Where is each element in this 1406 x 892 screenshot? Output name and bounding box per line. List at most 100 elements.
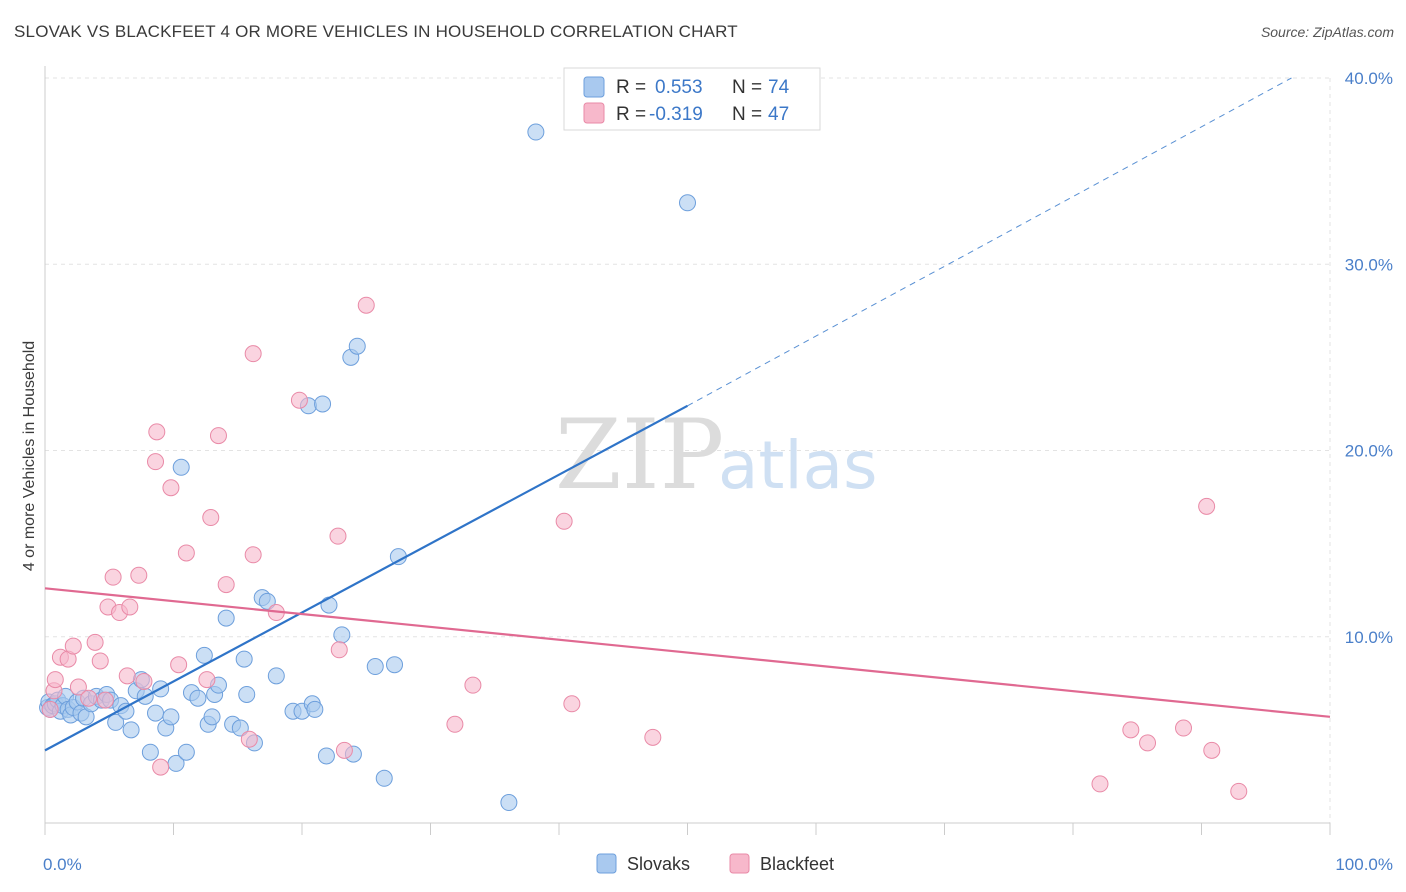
point-slovaks xyxy=(117,702,135,720)
point-slovaks xyxy=(177,743,195,761)
point-slovaks xyxy=(333,626,351,644)
point-blackfeet xyxy=(1198,497,1216,515)
legend-r-label-slovaks: R = xyxy=(616,77,646,98)
point-slovaks xyxy=(189,689,207,707)
point-slovaks xyxy=(527,123,545,141)
point-blackfeet xyxy=(244,546,262,564)
point-blackfeet xyxy=(1175,719,1193,737)
trend-lines xyxy=(44,77,1331,752)
x-tick-label: 0.0% xyxy=(43,855,82,874)
point-slovaks xyxy=(306,700,324,718)
y-tick-label: 20.0% xyxy=(1345,442,1393,461)
point-blackfeet xyxy=(1091,775,1109,793)
point-slovaks xyxy=(122,721,140,739)
point-blackfeet xyxy=(96,691,114,709)
point-blackfeet xyxy=(244,345,262,363)
legend-n-value-slovaks: 74 xyxy=(768,77,790,98)
point-slovaks xyxy=(500,794,518,812)
point-blackfeet xyxy=(330,641,348,659)
point-blackfeet xyxy=(1203,741,1221,759)
point-slovaks xyxy=(348,337,366,355)
point-slovaks xyxy=(141,743,159,761)
point-blackfeet xyxy=(209,427,227,445)
point-blackfeet xyxy=(329,527,347,545)
point-blackfeet xyxy=(148,423,166,441)
point-slovaks xyxy=(386,656,404,674)
point-blackfeet xyxy=(104,568,122,586)
trendline-extension-slovaks xyxy=(687,77,1292,407)
y-tick-label: 40.0% xyxy=(1345,69,1393,88)
point-blackfeet xyxy=(357,296,375,314)
point-slovaks xyxy=(238,685,256,703)
point-slovaks xyxy=(107,713,125,731)
point-blackfeet xyxy=(217,576,235,594)
y-axis-label: 4 or more Vehicles in Household xyxy=(21,341,38,571)
legend-swatch-blackfeet-bottom xyxy=(729,853,750,874)
legend-label-blackfeet: Blackfeet xyxy=(760,854,834,874)
point-blackfeet xyxy=(69,678,87,696)
point-blackfeet xyxy=(64,637,82,655)
y-tick-labels: 10.0% 20.0% 30.0% 40.0% xyxy=(1345,69,1393,647)
point-slovaks xyxy=(162,708,180,726)
point-slovaks xyxy=(231,719,249,737)
point-blackfeet xyxy=(202,509,220,527)
point-blackfeet xyxy=(170,656,188,674)
point-blackfeet xyxy=(464,676,482,694)
point-blackfeet xyxy=(446,715,464,733)
point-slovaks xyxy=(147,704,165,722)
legend-swatch-slovaks-bottom xyxy=(596,853,617,874)
point-blackfeet xyxy=(162,479,180,497)
chart-title: SLOVAK VS BLACKFEET 4 OR MORE VEHICLES I… xyxy=(14,22,738,41)
point-blackfeet xyxy=(46,671,64,689)
legend-n-label-blackfeet: N = xyxy=(732,104,762,125)
point-blackfeet xyxy=(118,667,136,685)
point-blackfeet xyxy=(147,453,165,471)
legend-r-label-blackfeet: R = xyxy=(616,104,646,125)
point-blackfeet xyxy=(240,730,258,748)
trendline-slovaks xyxy=(44,404,689,752)
legend-box xyxy=(563,67,821,131)
source-label: Source: ZipAtlas.com xyxy=(1260,24,1394,40)
legend-r-value-slovaks: 0.553 xyxy=(655,77,703,98)
point-blackfeet xyxy=(91,652,109,670)
x-tick-labels: 0.0% 100.0% xyxy=(43,855,1393,874)
point-blackfeet xyxy=(177,544,195,562)
point-blackfeet xyxy=(80,689,98,707)
point-slovaks xyxy=(320,596,338,614)
watermark-zip: ZIP xyxy=(555,399,724,511)
point-slovaks xyxy=(217,609,235,627)
point-blackfeet xyxy=(644,728,662,746)
x-tick-label: 100.0% xyxy=(1335,855,1393,874)
point-slovaks xyxy=(203,708,221,726)
y-tick-label: 30.0% xyxy=(1345,255,1393,274)
point-slovaks xyxy=(172,458,190,476)
legend-n-value-blackfeet: 47 xyxy=(768,104,789,125)
point-slovaks xyxy=(317,747,335,765)
point-slovaks xyxy=(679,194,696,212)
point-blackfeet xyxy=(1122,721,1140,739)
point-blackfeet xyxy=(198,671,216,689)
watermark: ZIP atlas xyxy=(555,399,878,511)
point-blackfeet xyxy=(1230,782,1248,800)
point-blackfeet xyxy=(121,598,139,616)
correlation-legend: R = 0.553 N = 74 R = -0.319 N = 47 xyxy=(563,67,821,131)
watermark-atlas: atlas xyxy=(718,427,878,504)
trendline-blackfeet xyxy=(44,587,1331,718)
point-blackfeet xyxy=(41,700,59,718)
point-slovaks xyxy=(195,646,213,664)
point-slovaks xyxy=(366,658,384,676)
point-slovaks xyxy=(235,650,253,668)
point-slovaks xyxy=(314,395,332,413)
point-blackfeet xyxy=(130,566,148,584)
point-blackfeet xyxy=(335,741,353,759)
series-legend: Slovaks Blackfeet xyxy=(596,853,834,874)
point-blackfeet xyxy=(555,512,573,530)
point-blackfeet xyxy=(290,391,308,409)
point-slovaks xyxy=(258,592,276,610)
legend-label-slovaks: Slovaks xyxy=(627,854,690,874)
point-blackfeet xyxy=(563,695,581,713)
point-slovaks xyxy=(375,769,393,787)
point-blackfeet xyxy=(1139,734,1157,752)
point-blackfeet xyxy=(152,758,170,776)
